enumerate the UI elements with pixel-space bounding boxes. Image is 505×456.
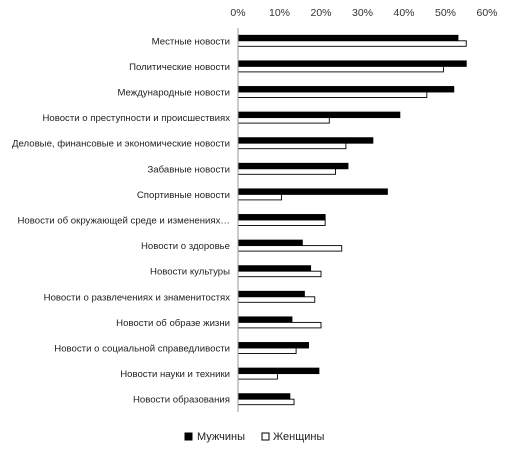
x-tick-label: 20% <box>310 7 331 19</box>
bar-men <box>237 86 455 93</box>
bar-men <box>237 214 326 221</box>
category-label: Новости культуры <box>150 267 230 278</box>
x-axis: 0% 10% 20% 30% 40% 50% 60% <box>230 7 497 19</box>
legend-label-women: Женщины <box>273 431 324 443</box>
bar-men <box>237 290 305 298</box>
bar-women <box>237 373 278 380</box>
bar-men <box>237 393 291 400</box>
legend: Мужчины Женщины <box>184 431 324 443</box>
x-tick-label: 60% <box>476 7 497 19</box>
x-tick-label: 30% <box>352 7 373 19</box>
category-labels: Местные новости Политические новости Между… <box>12 36 230 405</box>
bar-men <box>237 188 388 195</box>
bar-women <box>237 398 295 406</box>
bar-men <box>237 162 349 170</box>
bar-women <box>237 219 326 226</box>
bar-women <box>237 40 467 47</box>
x-tick-label: 40% <box>393 7 414 19</box>
bar-men <box>237 111 401 119</box>
bar-men <box>237 239 303 247</box>
bar-men <box>237 34 459 42</box>
category-label: Новости о социальной справедливости <box>54 344 230 355</box>
bar-women <box>237 193 283 201</box>
category-label: Международные новости <box>117 88 230 99</box>
bar-men <box>237 60 467 67</box>
bar-women <box>237 142 347 150</box>
bar-men <box>237 342 310 349</box>
bar-women <box>237 347 297 354</box>
category-label: Политические новости <box>129 62 230 73</box>
bar-men <box>237 265 312 272</box>
category-label: Новости о преступности и происшествиях <box>42 113 230 124</box>
bar-men <box>237 137 374 144</box>
category-label: Новости о развлечениях и знаменитостях <box>44 292 231 303</box>
category-label: Местные новости <box>152 36 230 47</box>
bar-women <box>237 91 428 98</box>
category-label: Новости образования <box>133 395 230 406</box>
category-label: Новости о здоровье <box>141 241 230 252</box>
bar-women <box>237 270 322 278</box>
bar-women <box>237 321 322 329</box>
bar-women <box>237 117 330 124</box>
x-tick-label: 10% <box>269 7 290 19</box>
bar-women <box>237 65 444 73</box>
x-tick-label: 0% <box>230 7 245 19</box>
bar-women <box>237 245 343 252</box>
bars <box>237 34 467 406</box>
bar-men <box>237 367 320 375</box>
bar-men <box>237 316 293 323</box>
legend-swatch-men <box>184 432 193 441</box>
category-label: Новости об окружающей среде и изменениях… <box>17 216 230 227</box>
category-label: Спортивные новости <box>137 190 230 201</box>
legend-label-men: Мужчины <box>197 431 245 443</box>
bar-women <box>237 168 336 175</box>
category-label: Новости науки и техники <box>120 369 230 380</box>
x-tick-label: 50% <box>435 7 456 19</box>
category-label: Новости об образе жизни <box>116 318 230 329</box>
category-label: Забавные новости <box>147 164 230 175</box>
category-label: Деловые, финансовые и экономические ново… <box>12 139 230 150</box>
bar-women <box>237 296 316 303</box>
legend-swatch-women <box>261 432 270 441</box>
